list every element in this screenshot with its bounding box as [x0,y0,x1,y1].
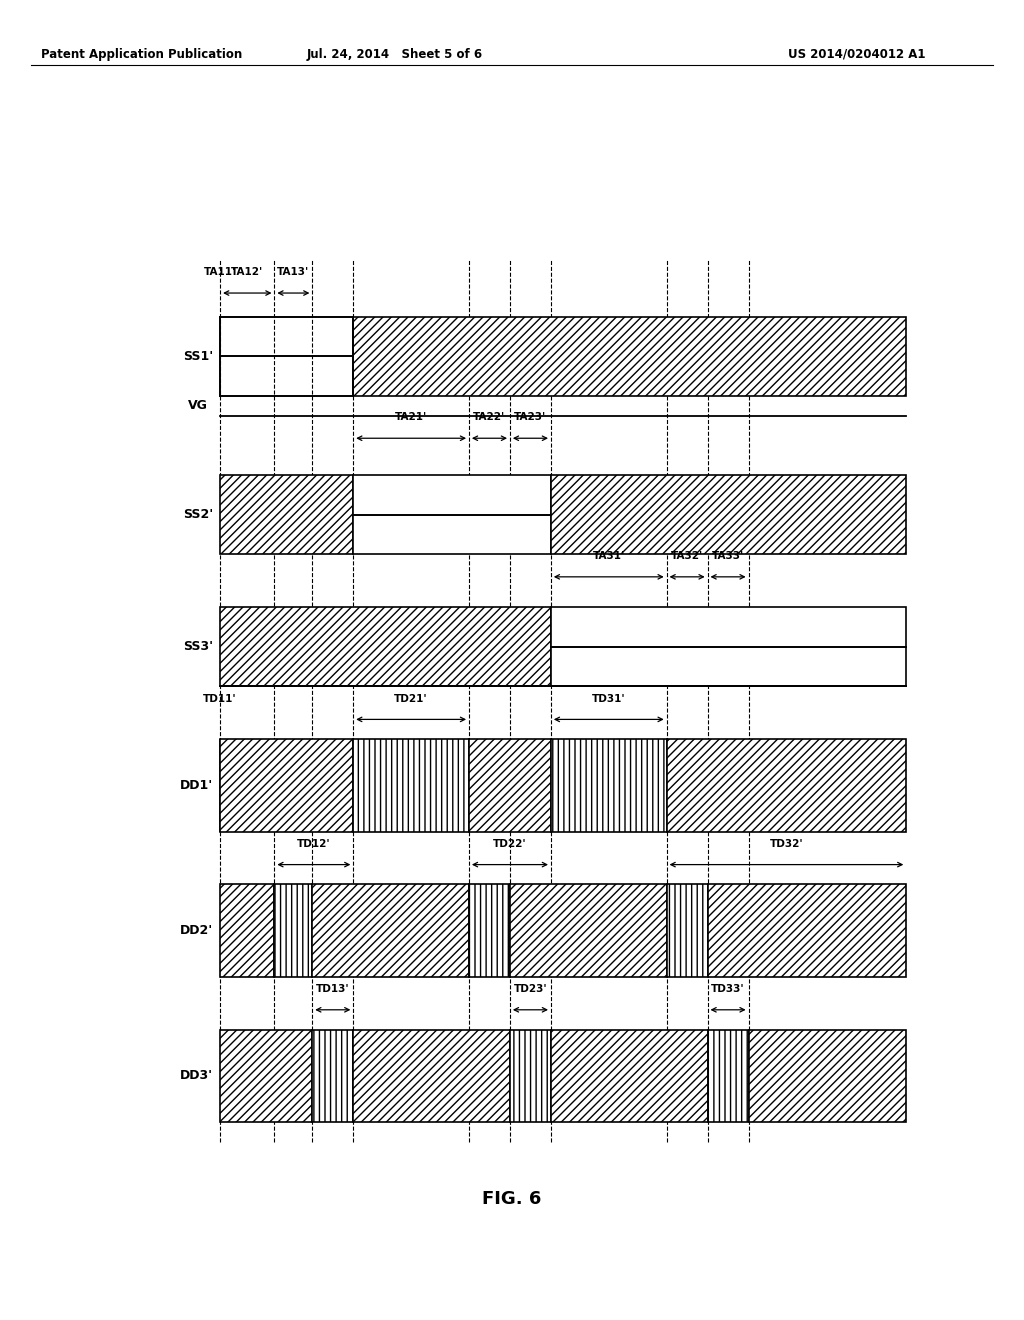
Bar [353,475,551,554]
Bar [667,739,906,832]
Bar [353,317,906,396]
Text: FIG. 6: FIG. 6 [482,1189,542,1208]
Text: SS3': SS3' [183,640,213,653]
Text: TD23': TD23' [514,983,547,994]
Bar [274,884,312,977]
Bar [749,1030,906,1122]
Bar [708,1030,749,1122]
Bar [510,1030,551,1122]
Text: TD32': TD32' [770,838,803,849]
Text: TD31': TD31' [592,693,626,704]
Text: VG: VG [188,399,208,412]
Text: TD33': TD33' [712,983,744,994]
Bar [312,884,469,977]
Text: SS1': SS1' [182,350,213,363]
Text: TA33': TA33' [712,550,744,561]
Text: US 2014/0204012 A1: US 2014/0204012 A1 [788,48,926,61]
Text: Patent Application Publication: Patent Application Publication [41,48,243,61]
Text: TD21': TD21' [394,693,428,704]
Text: TD22': TD22' [494,838,526,849]
Text: TA13': TA13' [278,267,309,277]
Bar [220,739,353,832]
Text: SS2': SS2' [182,508,213,521]
Text: TA12': TA12' [231,267,263,277]
Text: TD11': TD11' [204,693,237,704]
Bar [220,607,551,686]
Text: TD13': TD13' [316,983,349,994]
Text: Jul. 24, 2014   Sheet 5 of 6: Jul. 24, 2014 Sheet 5 of 6 [306,48,482,61]
Text: TD12': TD12' [297,838,331,849]
Bar [220,884,274,977]
Text: TA22': TA22' [473,412,506,422]
Bar [469,739,551,832]
Text: TA11': TA11' [204,267,237,277]
Text: DD1': DD1' [180,779,213,792]
Bar [708,884,906,977]
Bar [469,884,510,977]
Bar [353,1030,510,1122]
Bar [220,1030,312,1122]
Bar [510,884,667,977]
Bar [551,607,906,686]
Bar [551,1030,708,1122]
Text: DD3': DD3' [180,1069,213,1082]
Text: TA21': TA21' [395,412,427,422]
Text: TA32': TA32' [671,550,703,561]
Text: DD2': DD2' [180,924,213,937]
Bar [220,475,353,554]
Text: TA23': TA23' [514,412,547,422]
Text: TA31': TA31' [593,550,625,561]
Bar [551,475,906,554]
Bar [551,739,667,832]
Bar [312,1030,353,1122]
Bar [667,884,708,977]
Bar [353,739,469,832]
